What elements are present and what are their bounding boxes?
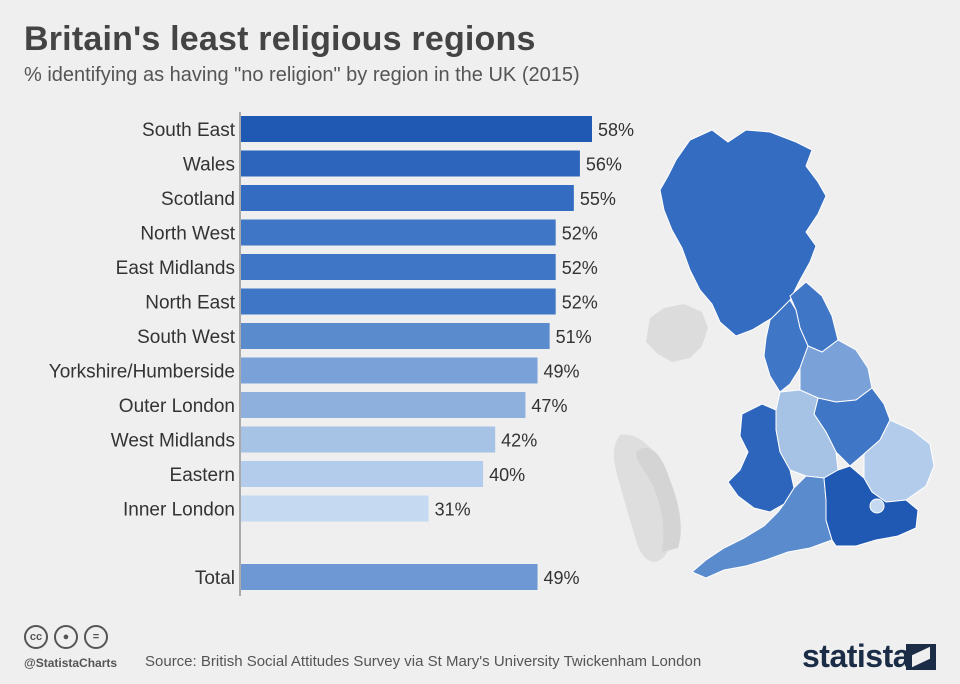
london-region [869,498,885,514]
bars-group: South East 58% Wales 56% Scotland 55% North We… [49,116,634,590]
bar-0 [241,116,592,142]
category-label-9: West Midlands [111,431,235,452]
yorkshire-region [799,339,873,403]
category-label-total: Total [195,568,235,589]
category-label-5: North East [145,293,235,314]
value-label-total: 49% [544,568,580,588]
attribution-icon[interactable]: ● [54,625,78,649]
bar-9 [241,426,496,453]
category-label-4: East Midlands [116,258,235,279]
bar-6 [241,323,550,349]
northern-ireland-region [646,304,708,362]
value-label-8: 47% [531,396,567,416]
category-label-6: South West [137,327,236,348]
bar-1 [241,150,580,177]
category-label-10: Eastern [170,465,235,486]
value-label-3: 52% [562,224,598,244]
cc-license-icon[interactable]: cc [24,625,48,649]
value-label-1: 56% [586,155,622,175]
category-label-7: Yorkshire/Humberside [49,362,235,383]
value-label-10: 40% [489,465,525,485]
category-label-2: Scotland [161,189,235,210]
statista-logo[interactable]: statista [802,638,911,674]
value-label-7: 49% [544,362,580,382]
bar-11 [241,495,429,522]
value-label-2: 55% [580,189,616,209]
bar-2 [241,185,574,211]
value-label-4: 52% [562,258,598,278]
bar-10 [241,461,484,487]
value-label-5: 52% [562,293,598,313]
category-label-11: Inner London [123,500,235,521]
category-label-8: Outer London [119,396,235,417]
wales-region [727,403,795,513]
value-label-11: 31% [435,500,471,520]
value-label-0: 58% [598,120,634,140]
license-icons: cc ● = [24,625,108,649]
scotland-region [659,129,827,337]
bar-5 [241,288,556,315]
bar-8 [241,392,526,418]
category-label-1: Wales [183,155,235,176]
no-derivatives-icon[interactable]: = [84,625,108,649]
praying-hands-icon [613,434,681,562]
bar-7 [241,357,538,384]
chart-subtitle: % identifying as having "no religion" by… [24,64,580,86]
value-label-9: 42% [501,431,537,451]
category-label-3: North West [140,224,235,245]
twitter-handle[interactable]: @StatistaCharts [24,656,118,670]
category-label-0: South East [142,120,236,141]
bar-total [241,564,538,590]
bar-3 [241,219,556,246]
chart-title: Britain's least religious regions [24,20,536,58]
eastern-region [863,419,935,503]
bar-4 [241,254,556,280]
north-west-region [763,299,809,393]
value-label-6: 51% [556,327,592,347]
source-note: Source: British Social Attitudes Survey … [145,653,702,670]
statista-logo-icon [906,644,936,670]
